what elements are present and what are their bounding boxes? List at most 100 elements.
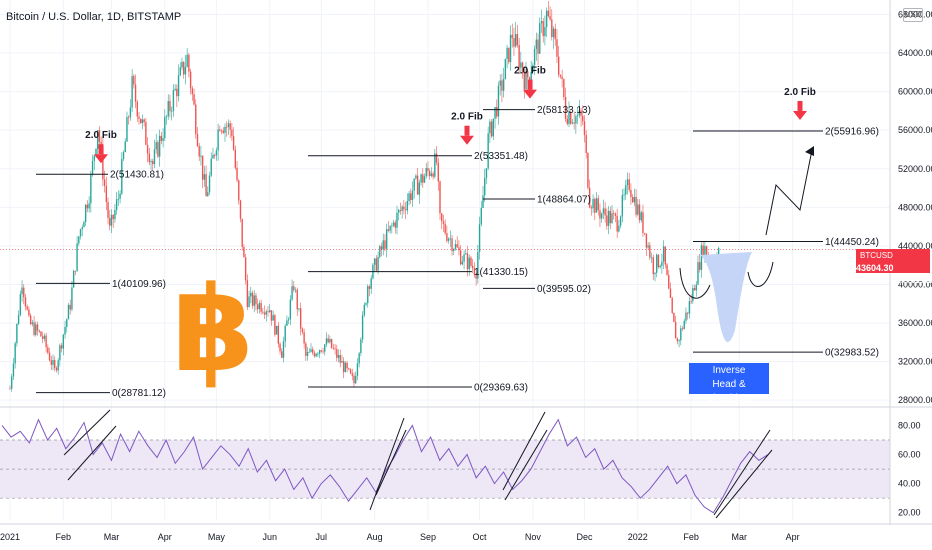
x-tick-label: Mar	[732, 532, 748, 542]
candle-body	[322, 351, 324, 353]
candle-body	[100, 141, 102, 147]
candle-body	[673, 312, 675, 322]
candle-body	[365, 303, 367, 305]
candle-body	[79, 229, 82, 237]
rsi-line	[1, 409, 773, 519]
candle-body	[668, 275, 670, 289]
candle-body	[258, 302, 261, 310]
candle-body	[466, 253, 469, 270]
candle-body	[580, 110, 582, 116]
candle-body	[394, 222, 396, 228]
candle-body	[167, 101, 169, 117]
candle-body	[98, 130, 101, 142]
candle-body	[256, 304, 259, 310]
candle-body	[26, 306, 28, 310]
candle-body	[504, 58, 507, 80]
y-tick-label: 40000.00	[898, 279, 932, 289]
candle-body	[416, 175, 419, 195]
candle-body	[442, 221, 445, 224]
fib-tag: 2.0 Fib	[451, 112, 483, 123]
candle-body	[110, 214, 113, 226]
y-tick-label: 36000.00	[898, 318, 932, 328]
candle-body	[508, 47, 510, 63]
candle-body	[17, 315, 20, 324]
candle-body	[138, 116, 140, 119]
candle-body	[520, 62, 522, 68]
candle-body	[609, 210, 611, 224]
candle-body	[410, 193, 412, 201]
candle-body	[379, 246, 381, 257]
candle-body	[153, 149, 156, 165]
grid	[0, 0, 890, 520]
candle-body	[129, 107, 132, 118]
candle-body	[74, 270, 77, 272]
candle-body	[447, 238, 450, 241]
y-tick-label: 28000.00	[898, 395, 932, 405]
candle-body	[697, 262, 699, 285]
candle-body	[382, 240, 384, 250]
candle-body	[244, 257, 247, 281]
fib-level-label: 1(48864.07)	[537, 194, 591, 205]
candle-body	[685, 312, 687, 321]
candle-body	[339, 354, 341, 363]
candle-body	[291, 286, 293, 300]
candle-body	[54, 360, 56, 368]
candle-body	[642, 212, 644, 234]
candle-body	[637, 204, 639, 215]
candle-body	[66, 319, 68, 327]
candle-body	[95, 148, 97, 156]
candle-body	[497, 85, 500, 117]
candle-body	[373, 258, 376, 265]
candle-body	[212, 154, 214, 159]
candle-body	[489, 121, 491, 134]
candle-body	[287, 319, 290, 321]
candle-body	[537, 39, 539, 54]
candle-body	[353, 375, 355, 384]
candle-body	[78, 236, 80, 244]
candle-body	[253, 295, 255, 306]
candle-body	[552, 28, 555, 38]
candle-body	[544, 27, 546, 37]
candle-body	[671, 297, 673, 313]
candle-body	[141, 119, 144, 124]
candle-body	[415, 175, 417, 179]
candle-body	[324, 344, 326, 352]
candle-body	[633, 196, 636, 203]
candle-body	[315, 353, 317, 357]
candle-body	[623, 194, 625, 196]
candle-body	[542, 21, 544, 37]
currency-button[interactable]: USD	[903, 8, 923, 22]
candle-body	[518, 45, 520, 68]
candle-body	[67, 304, 70, 320]
x-tick-label: Feb	[683, 532, 699, 542]
candle-body	[692, 288, 694, 302]
candle-body	[470, 257, 472, 266]
candle-body	[71, 287, 73, 310]
candle-body	[90, 174, 92, 204]
candle-body	[308, 351, 310, 353]
candle-body	[170, 110, 173, 112]
candle-body	[213, 154, 216, 156]
candle-body	[188, 54, 190, 72]
candle-body	[640, 212, 642, 221]
rsi-band	[0, 439, 890, 499]
candle-body	[133, 76, 135, 85]
candle-body	[81, 227, 83, 230]
candle-body	[647, 245, 649, 248]
candle-body	[418, 182, 421, 195]
candle-body	[14, 343, 16, 364]
candle-body	[573, 122, 575, 124]
fib-tag: 2.0 Fib	[514, 66, 546, 77]
candle-body	[700, 245, 703, 270]
candle-body	[145, 122, 147, 145]
candle-body	[435, 153, 438, 163]
candle-body	[356, 363, 359, 376]
candle-body	[690, 301, 692, 303]
x-tick-label: Jun	[262, 532, 277, 542]
candle-body	[234, 149, 237, 168]
candle-body	[575, 116, 577, 124]
candle-body	[36, 324, 39, 331]
candle-body	[346, 362, 348, 369]
candle-body	[688, 301, 691, 314]
